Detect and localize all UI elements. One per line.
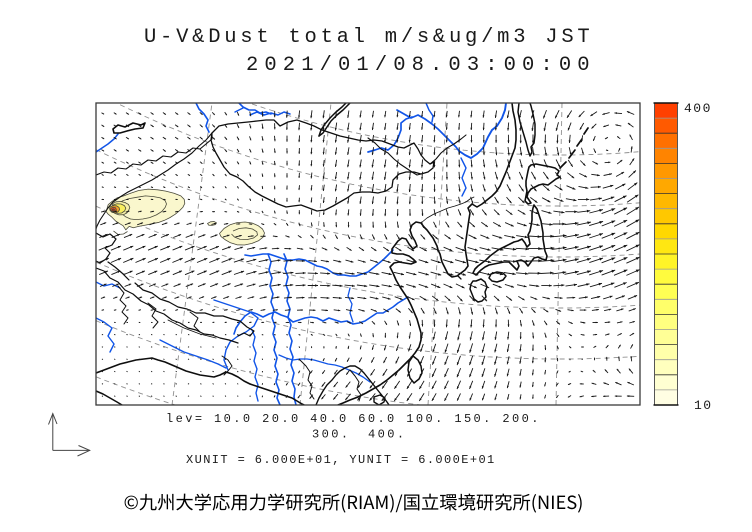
- svg-text:lev= 10.0 20.0 40.0 60.0 100.: lev= 10.0 20.0 40.0 60.0 100. 150. 200.: [166, 412, 541, 426]
- svg-text:300.: 300.: [312, 428, 350, 442]
- svg-text:400: 400: [684, 101, 712, 116]
- svg-text:400.: 400.: [368, 428, 406, 442]
- svg-text:U-V&Dust total m/s&ug/m3 JST: U-V&Dust total m/s&ug/m3 JST: [144, 26, 593, 49]
- svg-text:XUNIT = 6.000E+01, YUNIT =: XUNIT = 6.000E+01, YUNIT = 6.000E+01: [186, 453, 496, 467]
- svg-text:10: 10: [694, 398, 713, 413]
- svg-text:2021/01/08.03:00:00: 2021/01/08.03:00:00: [246, 54, 596, 77]
